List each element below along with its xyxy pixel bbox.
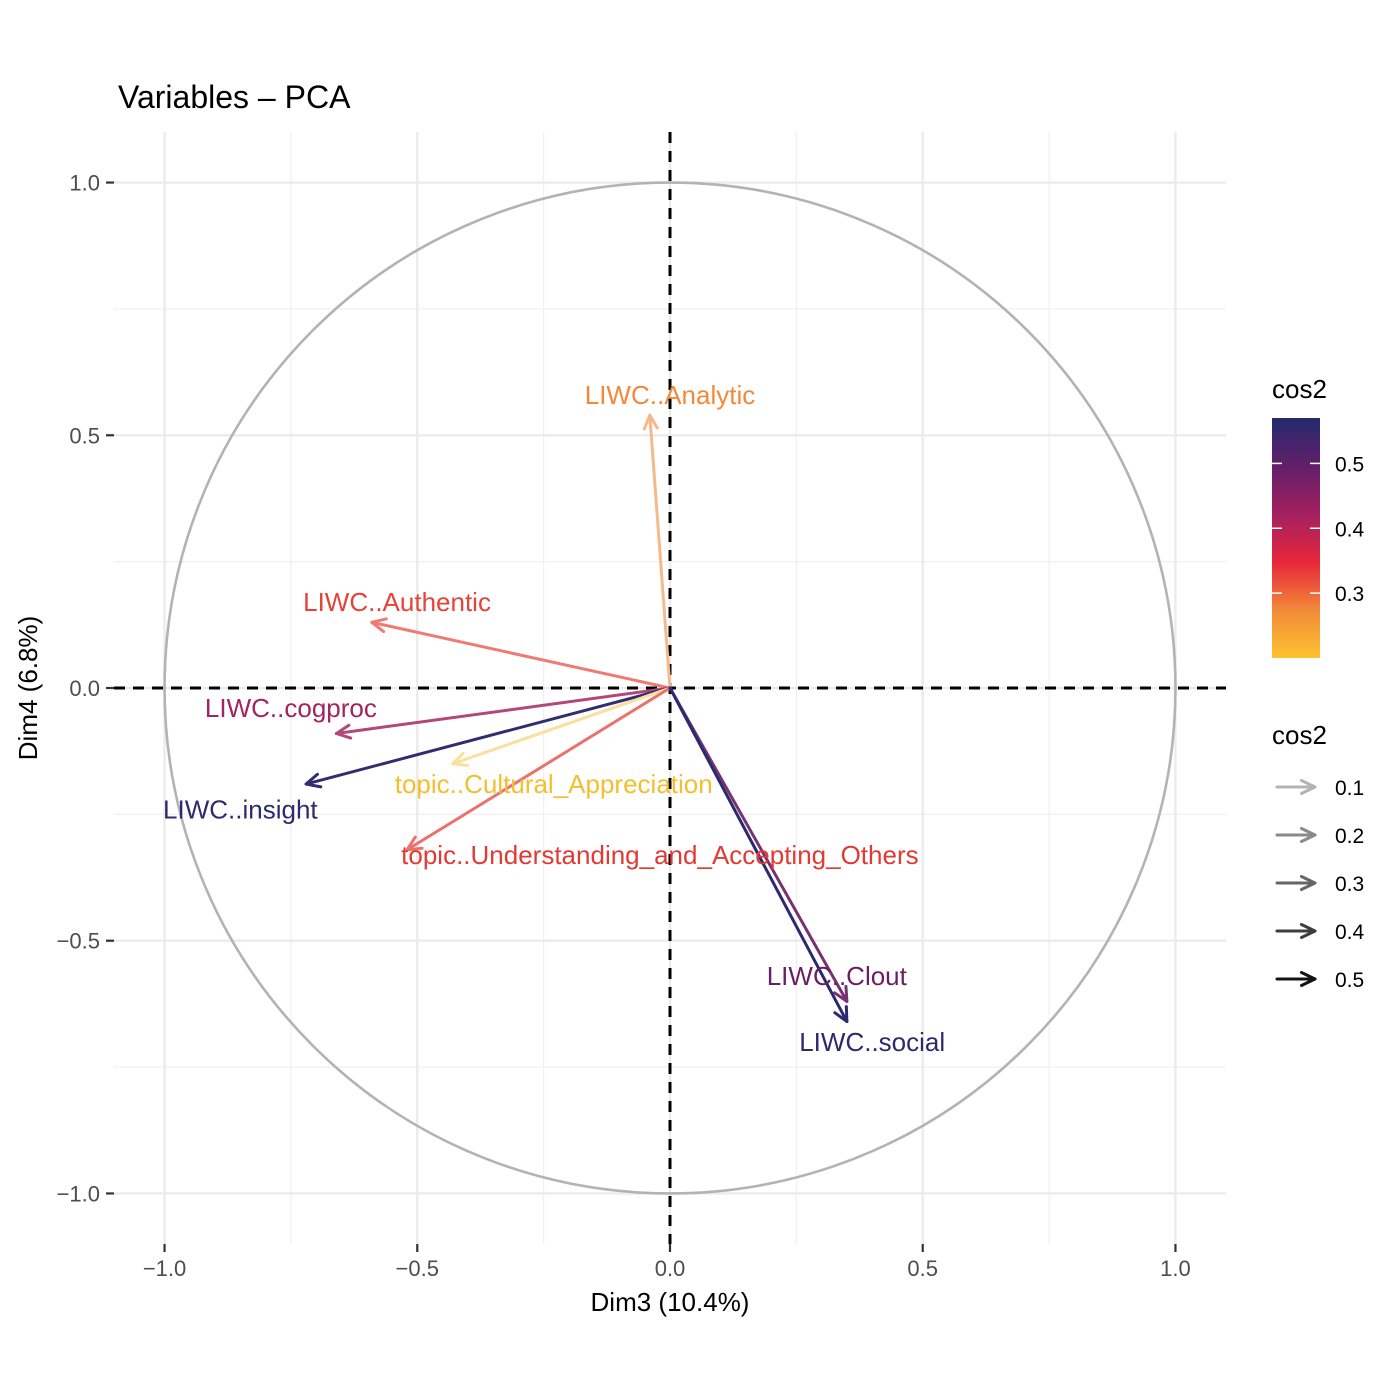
x-tick-label: 1.0 (1160, 1256, 1191, 1281)
colorbar (1272, 418, 1320, 658)
arrowhead-liwc-cogproc (334, 723, 353, 740)
legend-arrow-size: cos2 0.1 0.2 0.3 0.4 0.5 (1272, 720, 1365, 992)
y-tick-label: 1.0 (69, 171, 100, 196)
legend-line-label: 0.5 (1335, 969, 1364, 992)
variable-label: LIWC..cogproc (205, 693, 377, 723)
x-tick-label: 0.0 (655, 1256, 686, 1281)
legend-arrowhead (1299, 874, 1317, 892)
variable-label: LIWC..insight (163, 794, 318, 824)
arrow-topic-understanding-and-accepting-others (405, 686, 672, 852)
arrow-topic-cultural-appreciation (451, 686, 672, 766)
colorbar-label: 0.3 (1335, 583, 1364, 606)
legend-line-label: 0.3 (1335, 873, 1364, 896)
arrowhead-liwc-clout (833, 984, 849, 1003)
x-axis-title: Dim3 (10.4%) (591, 1287, 750, 1317)
chart-title: Variables – PCA (118, 79, 351, 115)
y-tick-label: 0.0 (69, 676, 100, 701)
x-tick-label: −1.0 (143, 1256, 186, 1281)
arrowhead-liwc-analytic (642, 413, 659, 431)
arrowhead-liwc-insight (304, 772, 323, 789)
colorbar-label: 0.5 (1335, 453, 1364, 476)
y-tick-label: −0.5 (57, 929, 100, 954)
x-tick-label: 0.5 (907, 1256, 938, 1281)
colorbar-label: 0.4 (1335, 518, 1365, 541)
unit-circle (163, 181, 1177, 1195)
legend-arrowhead (1299, 970, 1317, 988)
arrow-liwc-analytic (648, 413, 672, 690)
arrowhead-topic-cultural-appreciation (451, 751, 470, 768)
x-tick-label: −0.5 (396, 1256, 439, 1281)
arrowhead-topic-understanding-and-accepting-others (405, 835, 424, 852)
arrow-liwc-social (668, 686, 849, 1024)
legend-arrowhead (1299, 778, 1317, 796)
y-axis-title: Dim4 (6.8%) (13, 616, 43, 760)
legend-color-title: cos2 (1272, 374, 1327, 404)
variable-label: LIWC..social (799, 1027, 945, 1057)
y-tick-label: 0.5 (69, 423, 100, 448)
variable-label: topic..Cultural_Appreciation (395, 769, 713, 799)
legend-line-label: 0.2 (1335, 825, 1364, 848)
arrow-liwc-insight (304, 686, 672, 786)
x-axis-ticks: −1.0 −0.5 0.0 0.5 1.0 (143, 1244, 1191, 1281)
arrow-liwc-cogproc (334, 686, 672, 735)
variable-label: LIWC..Analytic (585, 380, 756, 410)
legend-arrowhead (1299, 826, 1317, 844)
y-axis-ticks: 1.0 0.5 0.0 −0.5 −1.0 (57, 171, 114, 1206)
variable-label: topic..Understanding_and_Accepting_Other… (401, 840, 918, 870)
legend-line-label: 0.1 (1335, 777, 1364, 800)
y-tick-label: −1.0 (57, 1181, 100, 1206)
variable-label: LIWC..Authentic (303, 587, 491, 617)
variable-label: LIWC..Clout (767, 961, 908, 991)
arrowhead-liwc-social (833, 1005, 849, 1024)
variable-arrows (304, 413, 849, 1024)
correlation-circle-layer (163, 181, 1177, 1195)
arrow-liwc-authentic (370, 620, 672, 690)
variable-labels: LIWC..Analytic LIWC..Authentic LIWC..cogpr… (163, 380, 945, 1057)
legend-line-title: cos2 (1272, 720, 1327, 750)
legend-line-label: 0.4 (1335, 921, 1365, 944)
arrowhead-liwc-authentic (370, 617, 388, 634)
arrow-liwc-clout (668, 686, 849, 1003)
legend-colorbar: cos2 0.3 0.4 0.5 (1272, 374, 1365, 658)
legend-arrowhead (1299, 922, 1317, 940)
